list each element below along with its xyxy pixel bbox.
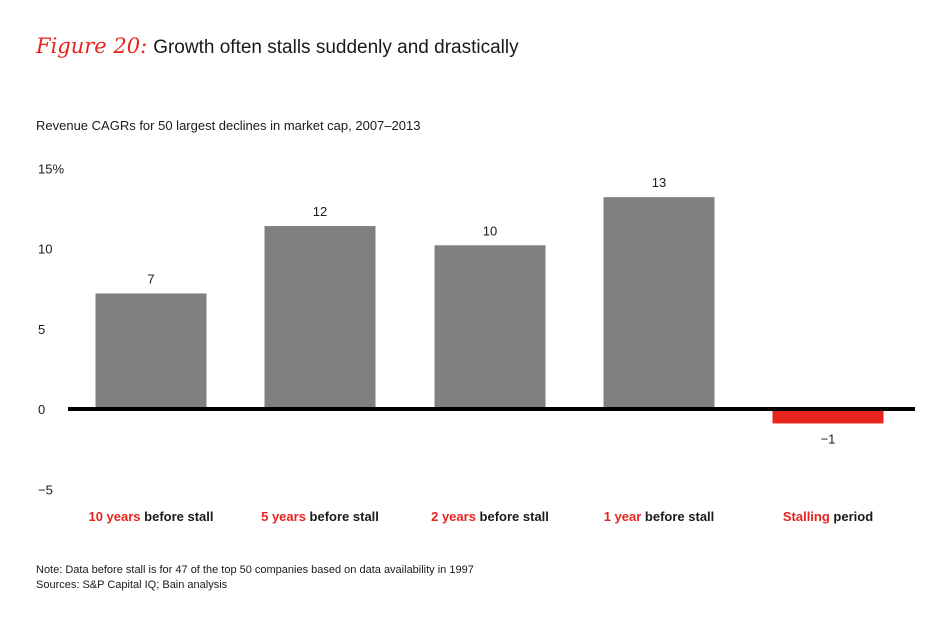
category-rest: before stall [140,509,214,524]
category-label: 10 years before stall [88,509,213,524]
data-label: 7 [147,271,154,286]
sources-text: Sources: S&P Capital IQ; Bain analysis [36,579,228,591]
bar [95,293,207,409]
chart-subtitle: Revenue CAGRs for 50 largest declines in… [36,118,421,133]
y-tick-label: −5 [38,482,53,497]
category-rest: period [829,509,874,524]
category-label: Stalling period [783,509,873,524]
note-text: Note: Data before stall is for 47 of the… [36,564,474,576]
y-tick-label: 10 [38,242,52,257]
y-tick-label: 15% [38,161,64,176]
data-label: 10 [483,223,497,238]
bar [603,197,715,409]
bar [434,245,546,409]
bar [772,409,884,424]
category-rest: before stall [641,509,715,524]
category-highlight: 2 years [431,509,476,524]
category-rest: before stall [475,509,549,524]
figure-title: Figure 20: Growth often stalls suddenly a… [36,34,519,59]
bar [264,226,376,409]
category-rest: before stall [305,509,379,524]
y-tick-label: 0 [38,402,45,417]
category-label: 1 year before stall [604,509,715,524]
category-highlight: 1 year [603,509,642,524]
notes: Note: Data before stall is for 47 of the… [36,563,474,593]
category-label: 5 years before stall [261,509,379,524]
data-label: 12 [313,204,327,219]
data-label: −1 [821,431,836,446]
data-label: 13 [652,175,666,190]
category-highlight: Stalling [782,509,830,524]
category-highlight: 10 years [88,509,141,524]
title-text: Growth often stalls suddenly and drastic… [153,37,519,58]
category-label: 2 years before stall [431,509,549,524]
zero-axis-line [68,407,915,411]
y-tick-label: 5 [38,322,45,337]
figure-label: Figure 20: [36,34,148,58]
category-highlight: 5 years [261,509,306,524]
